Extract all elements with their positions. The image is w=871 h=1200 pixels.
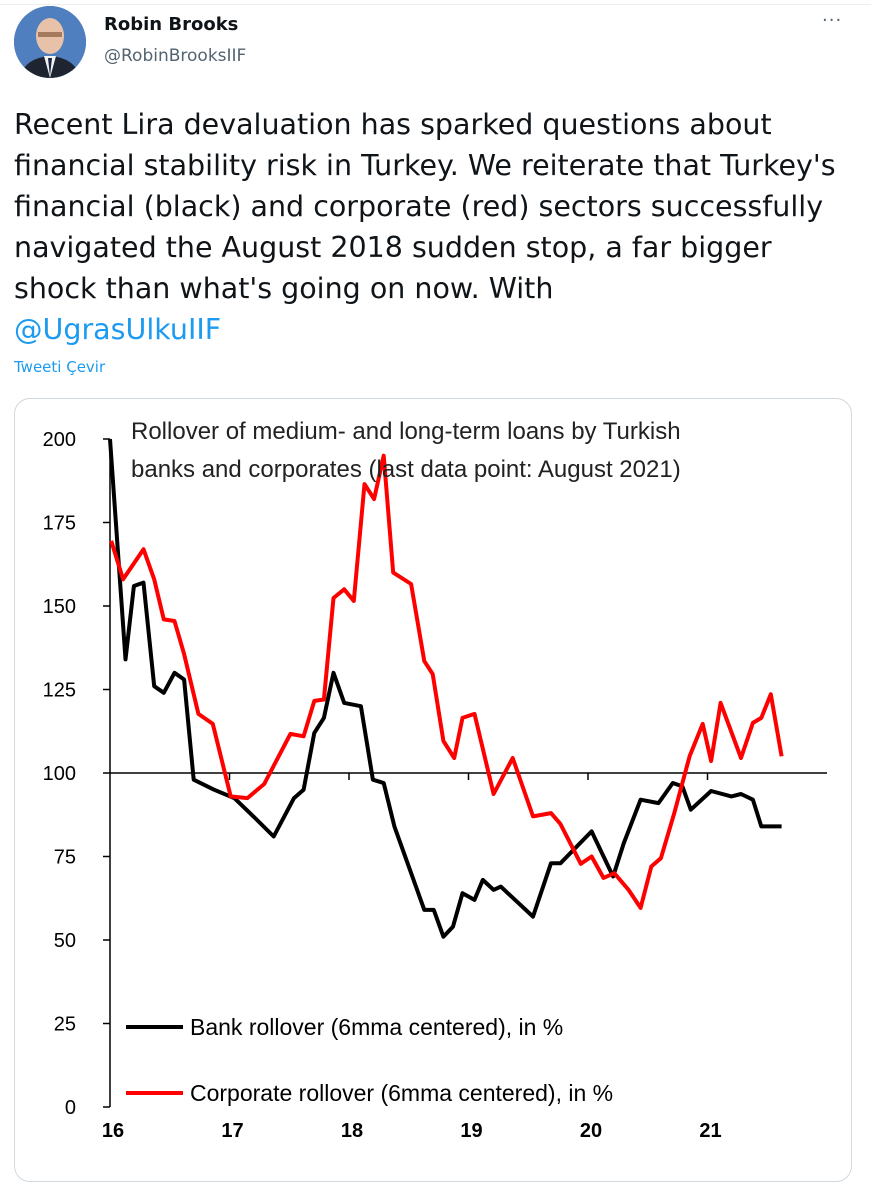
y-tick-label: 25 — [54, 1014, 76, 1036]
y-tick-label: 175 — [43, 513, 76, 535]
more-options-icon[interactable]: ··· — [822, 10, 843, 31]
y-tick-label: 125 — [43, 680, 76, 702]
y-tick-label: 50 — [54, 930, 76, 952]
legend: Bank rollover (6mma centered), in % Corp… — [126, 1014, 613, 1106]
chart-title-line-1: Rollover of medium- and long-term loans … — [131, 418, 681, 445]
chart-title-line-2: banks and corporates (last data point: A… — [131, 456, 681, 483]
bank-rollover-line — [108, 438, 782, 939]
y-tick-label: 200 — [43, 429, 76, 451]
rollover-chart: 0 25 50 75 100 125 150 175 200 16 17 18 19 20 21 Rollo… — [43, 418, 827, 1142]
y-tick-label: 100 — [43, 763, 76, 785]
author-name[interactable]: Robin Brooks — [104, 14, 239, 35]
y-tick-label: 0 — [65, 1097, 76, 1119]
tweet-text: Recent Lira devaluation has sparked ques… — [14, 104, 854, 350]
x-tick-label: 20 — [580, 1120, 602, 1142]
avatar[interactable] — [14, 6, 86, 78]
x-tick-label: 16 — [102, 1120, 124, 1142]
x-tick-label: 18 — [341, 1120, 363, 1142]
legend-corporate-label: Corporate rollover (6mma centered), in % — [190, 1080, 613, 1106]
chart-image-card[interactable]: 0 25 50 75 100 125 150 175 200 16 17 18 19 20 21 Rollo… — [14, 398, 852, 1182]
x-tick-label: 21 — [699, 1120, 721, 1142]
y-tick-label: 150 — [43, 596, 76, 618]
top-divider — [0, 0, 871, 5]
avatar-portrait-icon — [14, 6, 86, 78]
tweet-body: Recent Lira devaluation has sparked ques… — [14, 108, 836, 305]
mention-link[interactable]: @UgrasUlkuIIF — [14, 313, 222, 346]
legend-bank-label: Bank rollover (6mma centered), in % — [190, 1014, 563, 1040]
x-tick-label: 17 — [221, 1120, 243, 1142]
corporate-rollover-line — [109, 453, 784, 910]
x-tick-label: 19 — [460, 1120, 482, 1142]
translate-tweet-link[interactable]: Tweeti Çevir — [14, 358, 106, 376]
y-tick-label: 75 — [54, 847, 76, 869]
author-handle[interactable]: @RobinBrooksIIF — [104, 46, 247, 66]
